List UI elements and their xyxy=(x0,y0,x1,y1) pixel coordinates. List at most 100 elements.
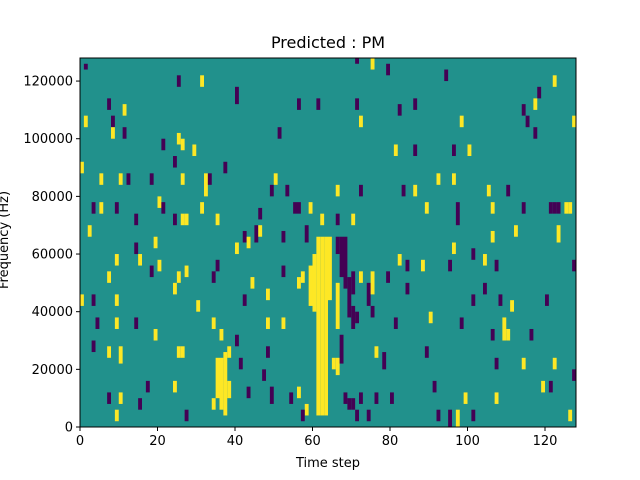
heatmap-cell xyxy=(281,230,286,243)
heatmap-cell xyxy=(533,127,538,139)
heatmap-cell xyxy=(316,236,321,416)
heatmap-cell xyxy=(455,409,460,427)
y-axis-label: Frequency (Hz) xyxy=(0,191,12,289)
heatmap-cell xyxy=(506,328,511,341)
heatmap-cell xyxy=(405,259,410,272)
heatmap-cell xyxy=(215,259,220,272)
heatmap-cell xyxy=(269,386,274,404)
heatmap-cell xyxy=(343,392,348,404)
heatmap-cell xyxy=(436,409,441,422)
heatmap-cell xyxy=(122,104,127,116)
heatmap-cell xyxy=(572,259,577,272)
heatmap-cell xyxy=(134,317,139,329)
heatmap-cell xyxy=(424,346,429,358)
heatmap-cell xyxy=(397,104,402,116)
heatmap-cell xyxy=(238,357,243,370)
heatmap-cell xyxy=(386,63,391,76)
heatmap-cell xyxy=(335,357,340,376)
heatmap-cell xyxy=(118,173,123,185)
x-tick-label: 100 xyxy=(455,434,480,449)
heatmap-cell xyxy=(118,346,123,364)
heatmap-cell xyxy=(80,294,84,306)
heatmap-cell xyxy=(180,213,185,226)
heatmap-cell xyxy=(297,386,301,399)
heatmap-cell xyxy=(134,242,139,255)
x-tick-label: 120 xyxy=(533,434,558,449)
heatmap-cell xyxy=(80,161,84,174)
heatmap-cell xyxy=(494,357,499,370)
heatmap-cell xyxy=(223,352,228,416)
heatmap-cell xyxy=(533,98,538,110)
heatmap-cell xyxy=(161,138,166,151)
heatmap-cell xyxy=(91,202,96,214)
heatmap-cell xyxy=(347,398,352,410)
heatmap-cell xyxy=(266,317,270,329)
heatmap-cell xyxy=(366,282,371,306)
heatmap-cell xyxy=(506,184,511,197)
y-tick-label: 20000 xyxy=(32,363,73,378)
heatmap-cell xyxy=(393,317,398,329)
heatmap-cell xyxy=(235,334,239,347)
heatmap-cell xyxy=(138,254,143,266)
heatmap-cell xyxy=(269,184,274,197)
heatmap-cell xyxy=(355,98,360,110)
heatmap-cell xyxy=(87,225,92,237)
heatmap-cell xyxy=(242,230,247,243)
heatmap-cell xyxy=(355,311,360,324)
heatmap-cell xyxy=(184,265,189,278)
heatmap-cell xyxy=(359,115,363,128)
heatmap-cell xyxy=(335,213,340,226)
heatmap-cell xyxy=(114,409,119,422)
heatmap-cell xyxy=(176,346,181,358)
heatmap-cell xyxy=(184,409,189,422)
heatmap-cell xyxy=(204,173,208,197)
heatmap-cell xyxy=(266,288,270,301)
heatmap-cell xyxy=(176,75,181,87)
heatmap-cell xyxy=(521,202,526,214)
heatmap-cell xyxy=(107,392,112,404)
heatmap-cell xyxy=(281,265,286,278)
heatmap-cell xyxy=(413,98,418,110)
heatmap-cell xyxy=(351,398,356,410)
heatmap-cell xyxy=(498,294,503,306)
heatmap-cell xyxy=(552,357,557,370)
heatmap-cell xyxy=(494,392,499,404)
heatmap-cell xyxy=(572,115,577,128)
heatmap-cell xyxy=(173,213,177,226)
heatmap-cell xyxy=(320,236,325,416)
heatmap-cell xyxy=(471,294,476,306)
heatmap-cell xyxy=(157,259,162,272)
heatmap-cell xyxy=(149,173,154,185)
heatmap-cell xyxy=(324,236,329,416)
heatmap-cell xyxy=(335,282,340,329)
heatmap-cell xyxy=(114,202,119,214)
heatmap-cell xyxy=(401,184,406,197)
plot-area xyxy=(79,57,577,428)
heatmap-cell xyxy=(494,259,499,272)
y-tick-label: 100000 xyxy=(23,132,73,147)
heatmap-cell xyxy=(180,173,185,185)
heatmap-cell xyxy=(432,380,437,393)
heatmap-cell xyxy=(227,380,232,399)
heatmap-cell xyxy=(359,184,363,197)
heatmap-cell xyxy=(397,254,402,266)
heatmap-cell xyxy=(219,357,224,410)
heatmap-cell xyxy=(126,173,131,185)
heatmap-cell xyxy=(413,184,418,197)
x-tick-label: 20 xyxy=(149,434,166,449)
heatmap-cell xyxy=(134,213,139,226)
heatmap-cell xyxy=(436,173,441,185)
heatmap-cell xyxy=(227,346,232,358)
heatmap-cell xyxy=(235,86,239,105)
heatmap-cell xyxy=(444,69,449,82)
heatmap-cell xyxy=(483,254,487,266)
y-axis: 0 20000 40000 60000 80000 100000 120000 xyxy=(23,75,80,436)
x-axis: 0 20 40 60 80 100 120 xyxy=(76,427,558,449)
heatmap-cell xyxy=(153,236,158,249)
heatmap-cell xyxy=(471,409,476,422)
heatmap-cell xyxy=(335,184,340,197)
heatmap-cell xyxy=(452,173,456,185)
heatmap-cell xyxy=(173,380,177,393)
heatmap-cell xyxy=(184,213,189,226)
